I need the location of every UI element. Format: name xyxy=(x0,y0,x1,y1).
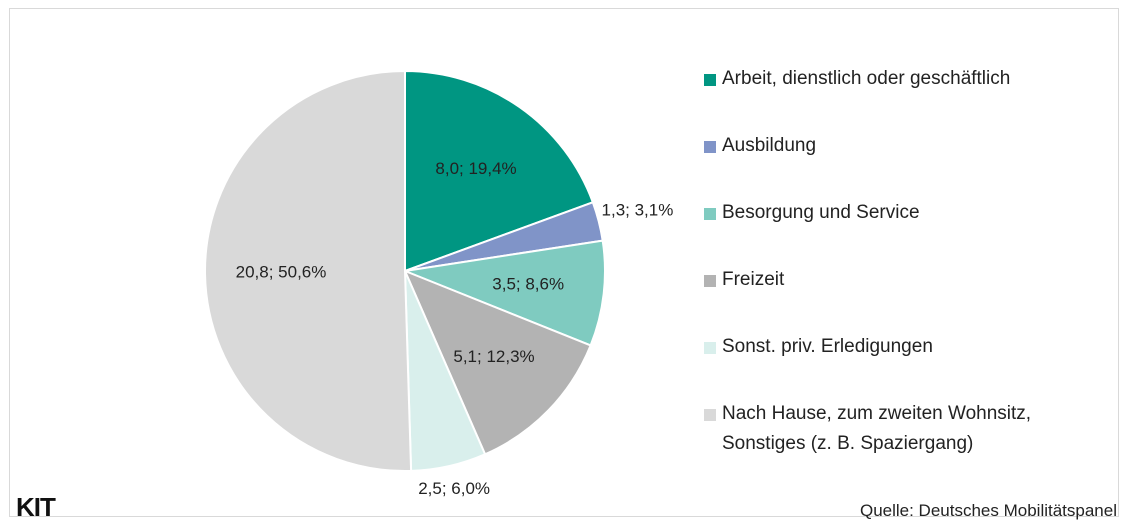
legend-swatch xyxy=(704,409,716,421)
legend-item: Ausbildung xyxy=(704,131,1114,198)
data-label: 3,5; 8,6% xyxy=(492,275,564,294)
legend-swatch xyxy=(704,342,716,354)
legend: Arbeit, dienstlich oder geschäftlich Ausb… xyxy=(704,64,1114,466)
legend-label: Freizeit xyxy=(722,269,785,290)
data-label: 1,3; 3,1% xyxy=(602,201,674,220)
source: Quelle: Deutsches Mobilitätspanel xyxy=(859,501,1117,520)
legend-item: Nach Hause, zum zweiten Wohnsitz, Sonsti… xyxy=(704,399,1114,466)
data-label: 2,5; 6,0% xyxy=(418,479,490,498)
legend-item: Freizeit xyxy=(704,265,1114,332)
legend-swatch xyxy=(704,74,716,86)
pie-slice xyxy=(204,69,413,472)
legend-label: Arbeit, dienstlich oder geschäftlich xyxy=(722,68,1011,89)
logo: KIT xyxy=(16,492,56,522)
chart-frame xyxy=(9,8,1119,517)
legend-label: Besorgung und Service xyxy=(722,202,920,223)
legend-item: Sonst. priv. Erledigungen xyxy=(704,332,1114,399)
pie-slice xyxy=(403,269,592,456)
pie-slice xyxy=(401,239,606,347)
legend-swatch xyxy=(704,141,716,153)
data-label: 20,8; 50,6% xyxy=(236,262,327,281)
legend-swatch xyxy=(704,208,716,220)
legend-item: Besorgung und Service xyxy=(704,198,1114,265)
legend-label: Nach Hause, zum zweiten Wohnsitz, Sonsti… xyxy=(722,403,1032,454)
pie-slice xyxy=(404,69,595,273)
legend-swatch xyxy=(704,275,716,287)
legend-label: Ausbildung xyxy=(722,135,817,156)
legend-item: Arbeit, dienstlich oder geschäftlich xyxy=(704,64,1114,131)
data-label: 5,1; 12,3% xyxy=(453,347,534,366)
data-label: 8,0; 19,4% xyxy=(435,159,516,178)
legend-label: Sonst. priv. Erledigungen xyxy=(722,336,933,357)
